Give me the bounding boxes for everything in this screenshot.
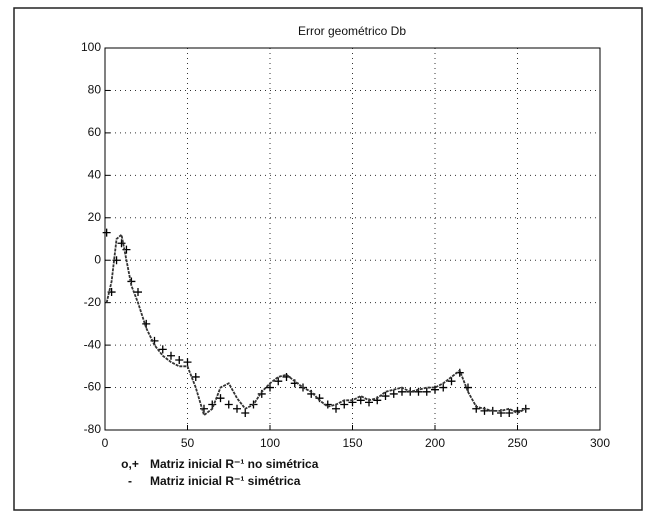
y-tick-label: 100 <box>81 40 101 54</box>
y-tick-label: -40 <box>84 337 102 351</box>
marker <box>505 409 514 418</box>
x-tick-label: 150 <box>342 436 362 450</box>
marker <box>447 377 456 386</box>
marker <box>282 372 291 381</box>
marker <box>175 355 184 364</box>
y-tick-label: 80 <box>88 83 102 97</box>
marker <box>439 383 448 392</box>
y-tick-label: -80 <box>84 422 102 436</box>
y-tick-label: 40 <box>88 168 102 182</box>
y-tick-label: 20 <box>88 210 102 224</box>
marker <box>381 392 390 401</box>
legend-symbol: - <box>128 474 132 488</box>
marker <box>134 288 142 297</box>
marker <box>241 409 250 418</box>
x-tick-label: 300 <box>590 436 610 450</box>
frame <box>13 7 643 511</box>
legend-label: Matriz inicial R⁻¹ no simétrica <box>150 457 319 471</box>
y-tick-label: 0 <box>94 252 101 266</box>
y-tick-label: -20 <box>84 295 102 309</box>
marker <box>167 351 175 360</box>
marker <box>216 394 225 403</box>
x-tick-label: 250 <box>507 436 527 450</box>
marker <box>422 387 431 396</box>
x-tick-label: 50 <box>181 436 195 450</box>
marker <box>183 358 192 367</box>
marker <box>266 383 274 392</box>
x-tick-label: 200 <box>425 436 445 450</box>
plot-area <box>104 47 601 431</box>
marker <box>356 396 365 405</box>
x-tick-label: 100 <box>260 436 280 450</box>
y-tick-label: -60 <box>84 380 102 394</box>
marker <box>274 377 283 386</box>
legend-symbol: o,+ <box>121 457 139 471</box>
marker <box>112 256 121 265</box>
marker <box>158 345 167 354</box>
marker <box>208 400 217 409</box>
y-tick-label: 60 <box>88 125 102 139</box>
series-line <box>105 233 527 417</box>
marker <box>389 389 398 398</box>
chart-title: Error geométrico Db <box>298 24 406 38</box>
marker <box>117 239 126 248</box>
marker <box>224 400 233 409</box>
marker <box>340 400 349 409</box>
marker <box>102 228 111 237</box>
legend-label: Matriz inicial R⁻¹ simétrica <box>150 474 301 488</box>
marker <box>332 404 340 413</box>
marker <box>233 404 241 413</box>
marker <box>191 372 200 381</box>
x-tick-label: 0 <box>102 436 109 450</box>
marker <box>431 385 439 394</box>
marker <box>398 387 406 396</box>
